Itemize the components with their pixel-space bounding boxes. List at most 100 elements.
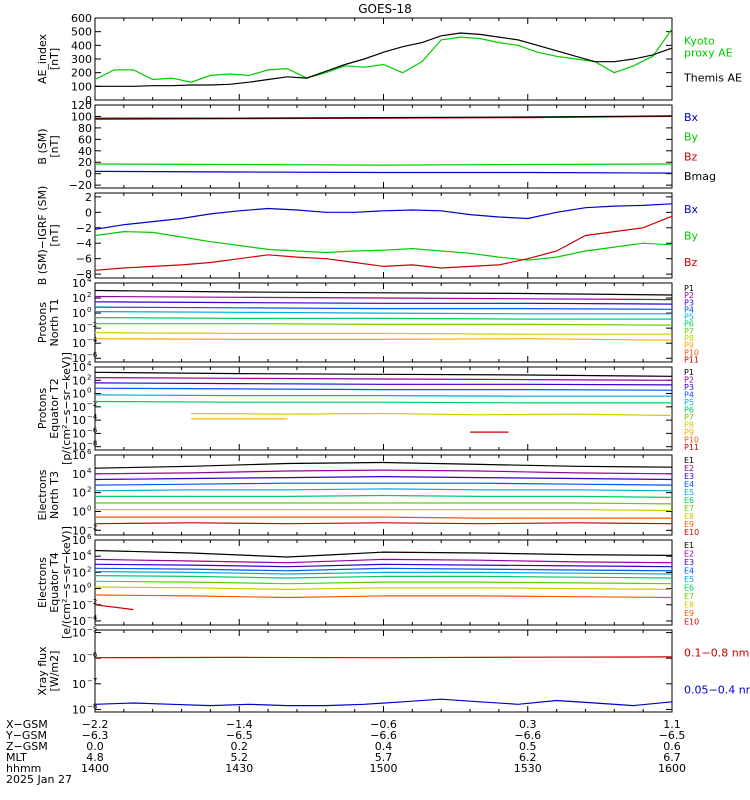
x-axis-row-label: Y−GSM — [5, 729, 47, 742]
series-line-e7 — [94, 580, 673, 585]
y-tick-exponent: 4 — [87, 276, 92, 284]
y-tick-label: −6 — [76, 253, 92, 266]
y-axis-label: Protons — [36, 302, 49, 343]
y-tick-exponent: 0 — [87, 504, 91, 512]
legend-label: E10 — [684, 618, 699, 627]
legend-label: P7 — [684, 327, 694, 336]
legend-label: By — [684, 131, 699, 144]
x-tick-label: 0.3 — [519, 718, 537, 731]
x-tick-label: 6.7 — [663, 751, 681, 764]
legend-label: E8 — [684, 601, 694, 610]
series-line-e6 — [94, 574, 673, 579]
legend-label: P5 — [684, 313, 694, 322]
series-line-by — [94, 230, 673, 261]
legend-label: P7 — [684, 413, 694, 422]
y-tick-exponent: 4 — [87, 549, 92, 557]
legend-label: P10 — [684, 436, 699, 445]
y-tick-label: 10 — [72, 277, 86, 290]
series-line-e2 — [94, 469, 673, 475]
series-line-p6 — [94, 317, 672, 320]
series-line-p7 — [95, 323, 673, 326]
y-tick-label: −20 — [69, 179, 92, 192]
legend-label: E2 — [684, 550, 694, 559]
legend-label: P11 — [684, 355, 699, 364]
x-tick-label: 0.2 — [231, 740, 249, 753]
x-tick-label: 1430 — [225, 762, 253, 775]
y-tick-exponent: 2 — [87, 486, 91, 494]
x-tick-label: 0.6 — [663, 740, 681, 753]
legend-label: E4 — [684, 480, 694, 489]
legend-label: Bmag — [684, 170, 716, 183]
date-label: 2025 Jan 27 — [6, 773, 72, 786]
y-tick-label: 100 — [71, 80, 92, 93]
x-tick-label: −6.3 — [82, 729, 109, 742]
legend-label: P3 — [684, 383, 694, 392]
legend-label: 0.1−0.8 nm — [684, 646, 749, 659]
y-tick-label: 20 — [78, 156, 92, 169]
y-tick-label: 300 — [71, 53, 92, 66]
series-line-e7 — [95, 502, 673, 505]
legend-label: proxy AE — [684, 46, 733, 59]
x-tick-label: 4.8 — [86, 751, 104, 764]
y-tick-exponent: 6 — [87, 448, 92, 456]
legend-label: P4 — [684, 305, 694, 314]
x-axis-row-label: hhmm — [6, 762, 41, 775]
y-tick-label: 10 — [72, 374, 86, 387]
y-tick-label: 400 — [71, 39, 92, 52]
y-axis-label: Electrons — [36, 469, 49, 520]
series-line-0-05-0-4-nm — [94, 698, 673, 707]
x-tick-label: −6.5 — [659, 729, 686, 742]
legend-label: Bx — [684, 111, 699, 124]
x-tick-label: 6.2 — [519, 751, 537, 764]
y-tick-exponent: 0 — [87, 306, 91, 314]
y-tick-label: 200 — [71, 67, 92, 80]
y-tick-label: 10 — [72, 292, 86, 305]
legend-label: E3 — [684, 472, 694, 481]
y-tick-exponent: 2 — [87, 373, 91, 381]
legend-label: E1 — [684, 456, 694, 465]
legend-label: P3 — [684, 298, 694, 307]
x-axis-row-label: X−GSM — [6, 718, 48, 731]
series-line-bx — [94, 170, 673, 174]
series-line-p4 — [94, 387, 673, 391]
series-line-p4 — [94, 306, 673, 310]
legend-label: P11 — [684, 443, 699, 452]
panel-3: −8 −6 −4 −2 0 2 B (SM)−IGRF (SM) [nT] Bx By Bz — [36, 186, 699, 286]
legend-label: E6 — [684, 496, 694, 505]
legend-label: E1 — [684, 541, 694, 550]
legend-label: Themis AE — [683, 72, 742, 85]
x-tick-label: 0.0 — [86, 740, 104, 753]
series-line-p8 — [94, 332, 672, 335]
y-tick-label: 10 — [72, 583, 86, 596]
y-tick-label: 10 — [72, 441, 86, 454]
series-line-e5 — [94, 488, 673, 492]
y-axis-label: B (SM)−IGRF (SM) — [36, 186, 49, 286]
y-tick-label: 40 — [78, 145, 92, 158]
y-tick-exponent: −8 — [87, 702, 97, 710]
legend-label: Bx — [684, 203, 699, 216]
y-tick-label: 60 — [78, 133, 92, 146]
x-tick-label: 1400 — [81, 762, 109, 775]
series-line-e10 — [94, 604, 134, 611]
legend-label: E7 — [684, 504, 694, 513]
y-axis-label: AE_index — [36, 33, 49, 84]
x-tick-label: −1.4 — [226, 718, 253, 731]
y-tick-label: 10 — [72, 388, 86, 401]
legend-label: P8 — [684, 421, 694, 430]
y-tick-exponent: −6 — [87, 351, 98, 359]
x-tick-label: 1530 — [514, 762, 542, 775]
y-axis-label: Xray flux — [36, 646, 49, 696]
y-tick-exponent: 4 — [87, 467, 92, 475]
series-line-e6 — [95, 494, 673, 498]
series-line-e9 — [94, 594, 673, 599]
y-tick-label: 10 — [72, 361, 86, 374]
y-tick-label: 80 — [78, 122, 92, 135]
y-tick-label: 10 — [72, 337, 86, 350]
y-tick-label: 10 — [72, 550, 86, 563]
legend-label: P6 — [684, 320, 694, 329]
y-tick-label: 10 — [72, 599, 86, 612]
